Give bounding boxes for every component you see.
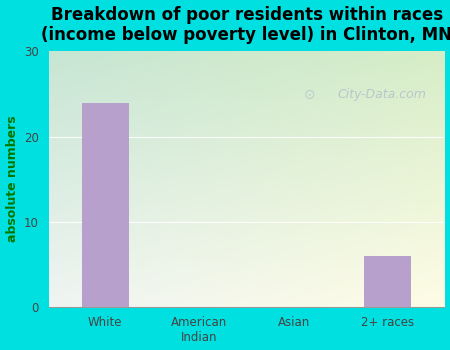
Text: City-Data.com: City-Data.com <box>338 88 427 102</box>
Text: ⊙: ⊙ <box>304 88 316 102</box>
Title: Breakdown of poor residents within races
(income below poverty level) in Clinton: Breakdown of poor residents within races… <box>41 6 450 44</box>
Bar <box>82 103 129 307</box>
Bar <box>364 256 411 307</box>
Y-axis label: absolute numbers: absolute numbers <box>5 116 18 243</box>
